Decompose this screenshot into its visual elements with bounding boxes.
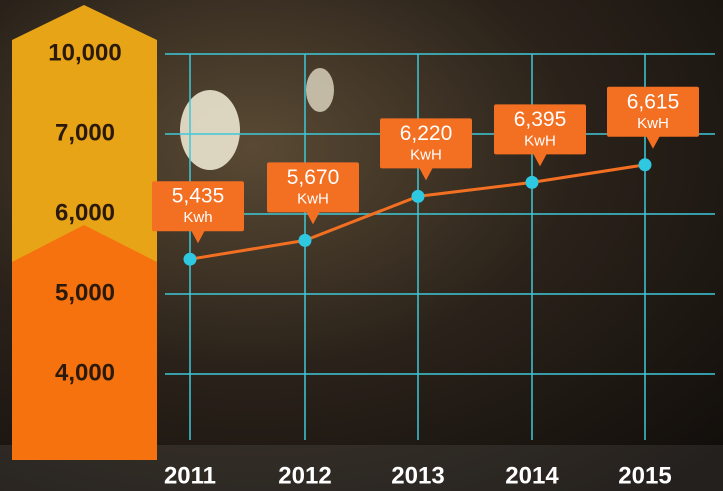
- unit-label: KwH: [524, 132, 556, 149]
- value-label: 5,435: [172, 185, 225, 208]
- x-tick-label: 2014: [505, 462, 559, 489]
- value-label: 6,395: [514, 108, 567, 131]
- value-label-box: [607, 86, 699, 137]
- unit-label: KwH: [297, 190, 329, 207]
- value-label: 6,220: [400, 122, 453, 145]
- bulb: [306, 68, 334, 112]
- point: [183, 252, 197, 266]
- value-label: 6,615: [627, 90, 680, 113]
- value-label-box: [152, 181, 244, 232]
- point: [638, 158, 652, 172]
- point: [525, 175, 539, 189]
- value-label-pointer: [419, 167, 433, 181]
- arrow-lower: [12, 225, 157, 460]
- unit-label: KwH: [410, 146, 442, 163]
- x-tick-label: 2012: [278, 462, 331, 489]
- value-label: 5,670: [287, 166, 340, 189]
- value-label-box: [380, 118, 472, 169]
- y-tick-label: 4,000: [55, 359, 115, 386]
- value-label-pointer: [306, 211, 320, 225]
- unit-label: Kwh: [183, 209, 212, 226]
- y-tick-label: 5,000: [55, 279, 115, 306]
- y-tick-label: 6,000: [55, 199, 115, 226]
- y-tick-label: 10,000: [48, 39, 121, 66]
- x-tick-label: 2011: [164, 462, 216, 489]
- value-label-box: [494, 104, 586, 155]
- value-label-pointer: [646, 135, 660, 149]
- value-label-box: [267, 162, 359, 213]
- arrow-upper: [12, 5, 157, 262]
- value-label-pointer: [191, 230, 205, 244]
- bulb: [180, 90, 240, 170]
- value-label-pointer: [533, 153, 547, 167]
- point: [298, 233, 312, 247]
- point: [411, 189, 425, 203]
- unit-label: KwH: [637, 115, 669, 132]
- y-tick-label: 7,000: [55, 119, 115, 146]
- x-tick-label: 2013: [391, 462, 444, 489]
- x-tick-label: 2015: [618, 462, 671, 489]
